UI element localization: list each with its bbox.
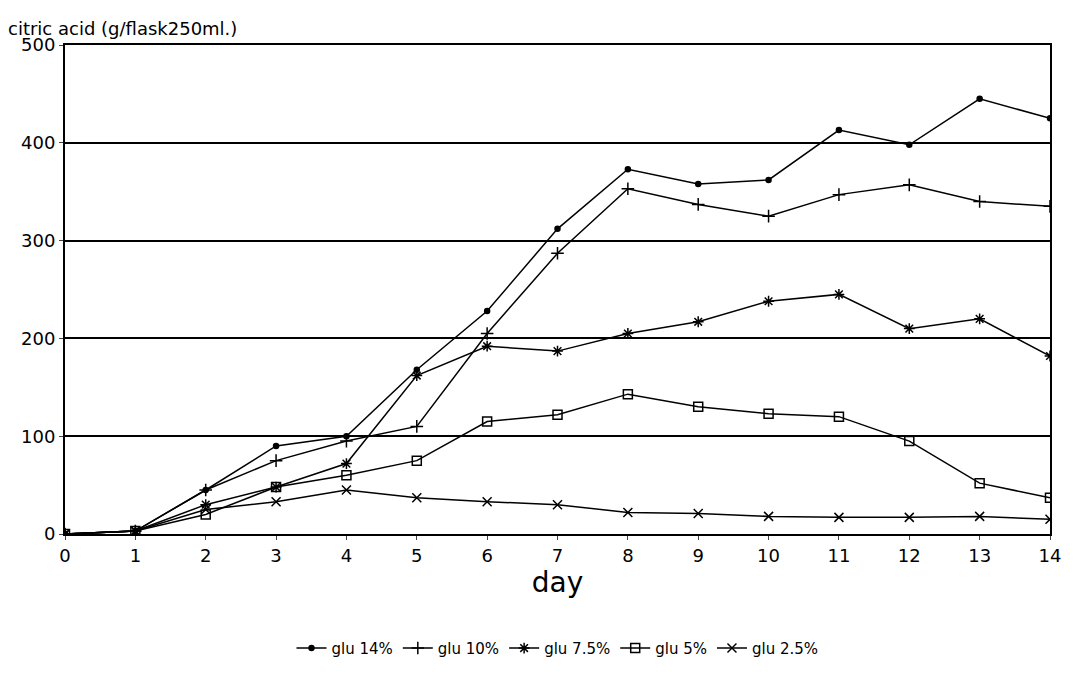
svg-text:1: 1 <box>130 545 141 566</box>
svg-text:7: 7 <box>552 545 563 566</box>
svg-text:glu 5%: glu 5% <box>655 640 707 658</box>
svg-text:300: 300 <box>21 230 55 251</box>
svg-text:0: 0 <box>44 523 55 544</box>
svg-text:3: 3 <box>270 545 281 566</box>
svg-text:8: 8 <box>622 545 633 566</box>
svg-text:4: 4 <box>341 545 352 566</box>
svg-text:400: 400 <box>21 132 55 153</box>
svg-text:glu 7.5%: glu 7.5% <box>544 640 610 658</box>
svg-text:glu 10%: glu 10% <box>438 640 499 658</box>
svg-text:14: 14 <box>1039 545 1062 566</box>
svg-text:2: 2 <box>200 545 211 566</box>
svg-text:500: 500 <box>21 34 55 55</box>
svg-text:13: 13 <box>968 545 991 566</box>
svg-text:12: 12 <box>898 545 921 566</box>
svg-text:glu 14%: glu 14% <box>332 640 393 658</box>
svg-text:glu 2.5%: glu 2.5% <box>752 640 818 658</box>
svg-text:5: 5 <box>411 545 422 566</box>
svg-text:citric acid (g/flask250ml.): citric acid (g/flask250ml.) <box>8 18 237 39</box>
svg-text:10: 10 <box>757 545 780 566</box>
svg-text:6: 6 <box>481 545 492 566</box>
svg-text:11: 11 <box>827 545 850 566</box>
svg-text:day: day <box>532 566 584 599</box>
svg-text:100: 100 <box>21 426 55 447</box>
svg-text:9: 9 <box>692 545 703 566</box>
svg-text:0: 0 <box>59 545 70 566</box>
svg-text:200: 200 <box>21 328 55 349</box>
